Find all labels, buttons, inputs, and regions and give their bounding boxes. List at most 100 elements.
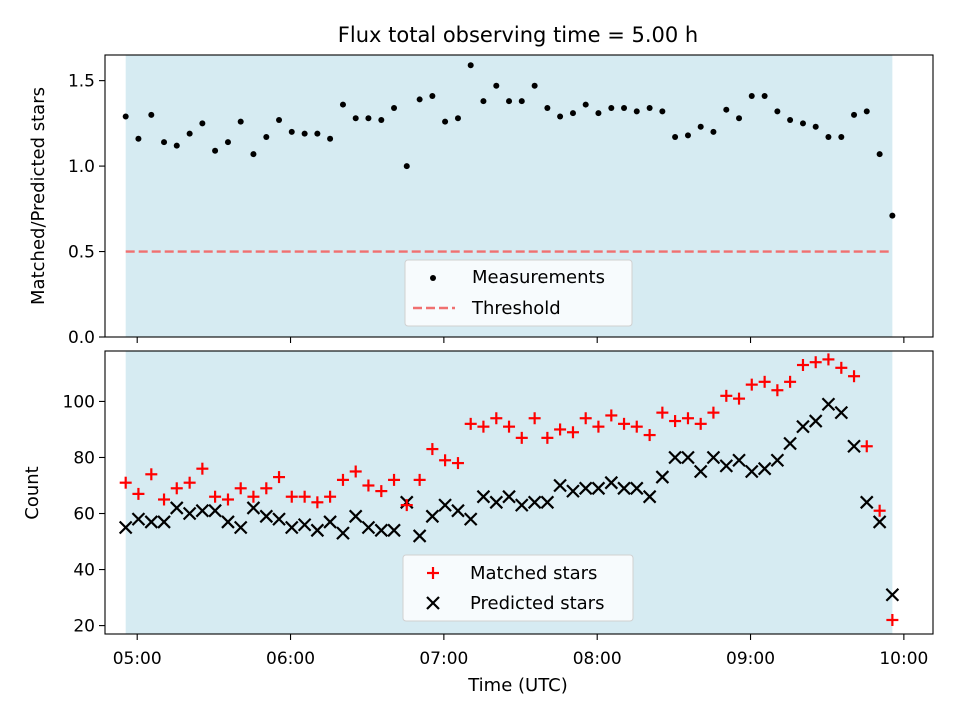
- measurement-point: [851, 111, 858, 118]
- predicted-star-point: [783, 436, 797, 451]
- predicted-star-point: [284, 520, 299, 535]
- matched-star-point: [285, 490, 298, 503]
- bottom-x-tick-label: 06:00: [266, 649, 315, 669]
- predicted-star-point: [144, 515, 159, 529]
- matched-star-point: [758, 375, 771, 388]
- matched-star-point: [848, 370, 861, 383]
- predicted-star-point: [859, 495, 874, 510]
- predicted-star-point: [259, 509, 274, 524]
- legend-predicted-marker: [426, 596, 440, 610]
- measurement-point: [646, 104, 653, 111]
- matched-star-point: [860, 440, 873, 453]
- measurement-point: [761, 93, 768, 100]
- bottom-y-axis-label: Count: [22, 466, 43, 519]
- measurement-point: [378, 116, 385, 123]
- matched-star-point: [260, 482, 273, 495]
- matched-star-point: [554, 423, 567, 436]
- measurement-point: [569, 110, 576, 117]
- top-x-ticks: [136, 337, 905, 343]
- matched-star-point: [336, 473, 349, 486]
- matched-star-point: [656, 406, 669, 419]
- matched-star-point: [605, 409, 618, 422]
- matched-star-point: [311, 496, 324, 509]
- matched-star-point: [592, 420, 605, 433]
- measurement-point: [621, 104, 628, 111]
- top-y-axis-label: Matched/Predicted stars: [28, 87, 49, 305]
- predicted-star-point: [796, 419, 810, 434]
- measurement-point: [429, 93, 436, 100]
- matched-star-point: [375, 485, 388, 498]
- predicted-star-point: [476, 489, 491, 504]
- matched-star-point: [515, 431, 528, 444]
- matched-star-point: [681, 412, 694, 425]
- bottom-legend-box: [402, 554, 634, 622]
- measurement-point: [339, 101, 346, 108]
- legend-measurements-label: Measurements: [472, 267, 605, 288]
- measurement-point: [454, 115, 461, 122]
- measurement-point: [288, 128, 295, 135]
- measurement-point: [148, 111, 155, 118]
- bottom-x-tick-label: 08:00: [573, 649, 622, 669]
- legend-matched-marker: [427, 567, 439, 579]
- predicted-star-point: [847, 439, 861, 454]
- predicted-star-point: [629, 481, 644, 496]
- predicted-star-point: [578, 481, 593, 496]
- matched-star-point: [196, 462, 209, 475]
- legend-matched-label: Matched stars: [470, 563, 597, 584]
- matched-star-point: [145, 468, 158, 481]
- measurement-point: [480, 98, 487, 105]
- measurement-point: [748, 93, 755, 100]
- measurement-point: [403, 163, 410, 170]
- matched-star-point: [835, 361, 848, 374]
- top-legend-box: [404, 259, 633, 327]
- measurement-point: [812, 123, 819, 130]
- predicted-star-point: [821, 397, 836, 412]
- matched-star-point: [822, 353, 835, 366]
- measurement-point: [659, 108, 666, 115]
- predicted-star-point: [182, 506, 197, 521]
- measurement-point: [135, 135, 142, 142]
- top-panel: 0.0 0.5 1.0 1.5 Matched/Predicted stars Mea…: [28, 54, 934, 348]
- matched-star-point: [720, 389, 733, 402]
- predicted-star-point: [323, 515, 337, 529]
- measurement-point: [314, 130, 321, 137]
- bottom-legend: Matched stars Predicted stars: [402, 554, 634, 622]
- top-y-ticks: 0.0 0.5 1.0 1.5: [68, 72, 105, 348]
- predicted-star-point: [438, 498, 452, 512]
- predicted-star-point: [246, 501, 261, 515]
- predicted-star-point: [604, 475, 619, 490]
- matched-star-point: [388, 473, 401, 486]
- legend-threshold-label: Threshold: [471, 298, 561, 319]
- measurement-point: [723, 106, 730, 113]
- matched-star-point: [349, 465, 362, 478]
- predicted-star-point: [527, 495, 542, 510]
- predicted-star-point: [361, 520, 376, 535]
- measurement-point: [799, 120, 806, 127]
- matched-star-point: [745, 378, 758, 391]
- top-y-tick-label: 0.0: [68, 328, 95, 348]
- predicted-star-point: [374, 523, 389, 538]
- predicted-star-point: [195, 503, 210, 518]
- measurement-point: [122, 113, 129, 120]
- predicted-star-point: [553, 478, 567, 493]
- measurement-point: [518, 98, 525, 105]
- legend-predicted-label: Predicted stars: [470, 593, 604, 614]
- matched-star-point: [119, 476, 132, 489]
- predicted-star-point: [310, 523, 325, 538]
- predicted-star-point: [489, 495, 504, 510]
- bottom-y-tick-label: 80: [73, 448, 95, 468]
- predicted-star-point: [348, 509, 363, 524]
- matched-star-point: [426, 443, 439, 456]
- top-legend: Measurements Threshold: [404, 259, 633, 327]
- chart-title: Flux total observing time = 5.00 h: [338, 23, 698, 47]
- legend-measurement-marker: [430, 275, 436, 281]
- measurement-point: [863, 108, 870, 115]
- predicted-star-point: [655, 470, 670, 484]
- x-axis-label: Time (UTC): [467, 675, 568, 696]
- top-y-tick-label: 1.0: [68, 157, 95, 177]
- measurement-point: [557, 113, 564, 120]
- bottom-x-tick-label: 09:00: [726, 649, 775, 669]
- measurement-point: [838, 134, 845, 141]
- matched-star-point: [528, 412, 541, 425]
